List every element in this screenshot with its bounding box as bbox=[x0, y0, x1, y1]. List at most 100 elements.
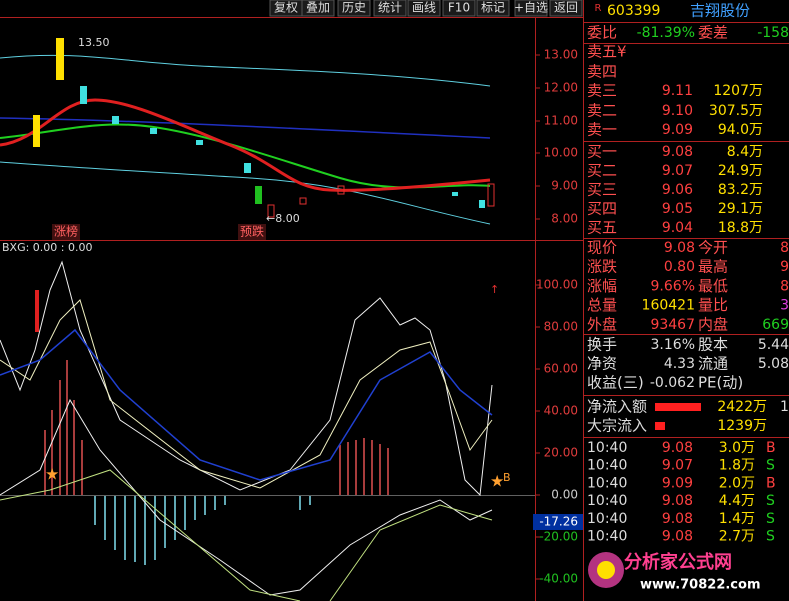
y-tick-label: 13.00 bbox=[544, 48, 578, 62]
fund-value: 5.08 bbox=[758, 356, 789, 372]
signal: B bbox=[503, 471, 511, 484]
y-tick-label: -40.00 bbox=[539, 572, 578, 586]
trade-price: 9.08 bbox=[662, 529, 693, 545]
toolbar-label: 画线 bbox=[412, 1, 436, 15]
stock-code: 603399 bbox=[607, 3, 660, 19]
trade-volume: 1.4万 bbox=[719, 511, 755, 527]
book-price: 9.05 bbox=[662, 201, 693, 217]
toolbar-label: 标记 bbox=[481, 1, 505, 15]
trade-price: 9.07 bbox=[662, 458, 693, 474]
stat-value: 160421 bbox=[642, 298, 695, 314]
toolbar-label: 叠加 bbox=[306, 1, 330, 15]
stat-value: 8 bbox=[780, 240, 789, 256]
trade-side: S bbox=[766, 511, 775, 527]
trade-side: S bbox=[766, 493, 775, 509]
y-tick-label: -20.00 bbox=[539, 530, 578, 544]
y-tick-label: 20.00 bbox=[544, 446, 578, 460]
indicator-label: BXG: 0.00 : 0.00 bbox=[2, 241, 93, 254]
trade-volume: 3.0万 bbox=[719, 440, 755, 456]
book-volume: 307.5万 bbox=[709, 103, 763, 119]
trade-time: 10:40 bbox=[587, 475, 627, 491]
fund-label: 换手 bbox=[587, 336, 617, 354]
book-volume: 1207万 bbox=[713, 83, 763, 99]
book-price: 9.06 bbox=[662, 182, 693, 198]
stat-value: 9.66% bbox=[651, 278, 695, 294]
stat-value: 0.80 bbox=[664, 259, 695, 275]
fund-value: -0.062 bbox=[650, 375, 695, 391]
trade-price: 9.08 bbox=[662, 493, 693, 509]
toolbar-button[interactable] bbox=[476, 0, 510, 17]
toolbar-button[interactable] bbox=[337, 0, 371, 17]
flow-bar bbox=[655, 403, 701, 411]
trade-side: S bbox=[766, 458, 775, 474]
flow-value: 1239万 bbox=[717, 418, 767, 434]
flow-extra: 1 bbox=[780, 399, 789, 415]
fund-label: 净资 bbox=[587, 355, 617, 373]
toolbar-button[interactable] bbox=[514, 0, 548, 17]
trade-volume: 2.0万 bbox=[719, 475, 755, 491]
fund-label: 流通 bbox=[698, 355, 728, 373]
stat-label: 外盘 bbox=[587, 315, 617, 333]
fund-label: PE(动) bbox=[698, 374, 743, 392]
stat-label: 现价 bbox=[587, 239, 617, 257]
y-tick-label: 40.00 bbox=[544, 404, 578, 418]
toolbar-label: +自选 bbox=[514, 1, 548, 15]
y-tick-label: 10.00 bbox=[544, 146, 578, 160]
book-price: 9.07 bbox=[662, 163, 693, 179]
toolbar-button[interactable] bbox=[301, 0, 335, 17]
y-tick-label: 80.00 bbox=[544, 320, 578, 334]
trade-time: 10:40 bbox=[587, 529, 627, 545]
y-tick-label: 0.00 bbox=[551, 488, 578, 502]
star-icon: ★ bbox=[490, 472, 504, 491]
stat-label: 最低 bbox=[698, 277, 728, 295]
book-label: 买四 bbox=[587, 200, 617, 218]
stat-value: 8 bbox=[780, 278, 789, 294]
current-value-box bbox=[533, 514, 583, 530]
toolbar-button[interactable] bbox=[373, 0, 407, 17]
y-tick-label: 9.00 bbox=[551, 179, 578, 193]
stat-value: 93467 bbox=[650, 317, 695, 333]
flow-label: 净流入额 bbox=[587, 398, 647, 416]
book-volume: 29.1万 bbox=[718, 201, 763, 217]
flow-bar bbox=[655, 422, 665, 430]
book-label: 卖五¥ bbox=[587, 43, 627, 61]
y-tick-label: 11.00 bbox=[544, 114, 578, 128]
book-volume: 83.2万 bbox=[718, 182, 763, 198]
value: -158 bbox=[757, 25, 789, 41]
badge bbox=[238, 224, 266, 240]
toolbar-button[interactable] bbox=[549, 0, 583, 17]
label: 委差 bbox=[698, 24, 728, 42]
up-arrow: ↑ bbox=[490, 283, 499, 296]
stat-label: 总量 bbox=[587, 296, 617, 314]
trade-price: 9.09 bbox=[662, 475, 693, 491]
trade-time: 10:40 bbox=[587, 440, 627, 456]
trade-side: S bbox=[766, 529, 775, 545]
star-icon: ★ bbox=[45, 465, 59, 484]
y-tick-label: 100.00 bbox=[536, 278, 578, 292]
book-price: 9.08 bbox=[662, 144, 693, 160]
toolbar-label: F10 bbox=[448, 1, 470, 15]
stat-label: 内盘 bbox=[698, 315, 728, 333]
toolbar-button[interactable] bbox=[442, 0, 476, 17]
book-volume: 24.9万 bbox=[718, 163, 763, 179]
flag: R bbox=[595, 3, 602, 14]
watermark-url: www.70822.com bbox=[640, 578, 761, 593]
stat-value: 3 bbox=[780, 298, 789, 314]
flow-label: 大宗流入 bbox=[587, 417, 647, 435]
stat-label: 量比 bbox=[698, 296, 728, 314]
book-price: 9.09 bbox=[662, 122, 693, 138]
y-tick-label: 60.00 bbox=[544, 362, 578, 376]
trade-price: 9.08 bbox=[662, 511, 693, 527]
stat-label: 最高 bbox=[698, 258, 728, 276]
trade-side: B bbox=[766, 475, 776, 491]
watermark-title: 分析家公式网 bbox=[624, 551, 732, 573]
toolbar-button[interactable] bbox=[407, 0, 441, 17]
toolbar-label: 返回 bbox=[554, 1, 578, 15]
low-label: ←8.00 bbox=[266, 212, 300, 225]
candles bbox=[33, 38, 495, 218]
trade-volume: 1.8万 bbox=[719, 458, 755, 474]
trade-time: 10:40 bbox=[587, 458, 627, 474]
